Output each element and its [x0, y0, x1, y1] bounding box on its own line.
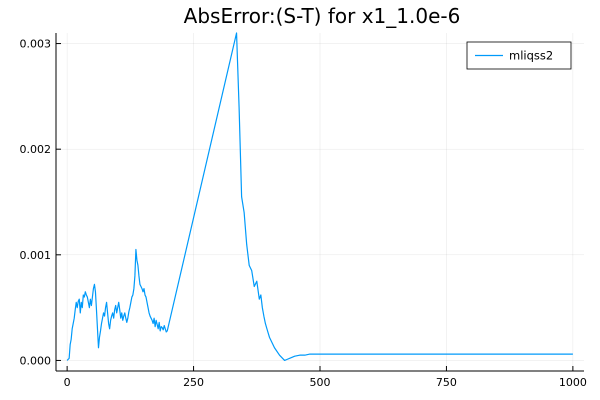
x-tick-label: 750 [436, 376, 457, 389]
y-tick-label: 0.002 [20, 143, 52, 156]
legend: mliqss2 [466, 41, 572, 70]
y-tick-label: 0.000 [20, 354, 52, 367]
x-tick-label: 500 [310, 376, 331, 389]
series-layer [66, 32, 573, 362]
x-tick-label: 0 [64, 376, 71, 389]
y-tick-label: 0.003 [20, 38, 52, 51]
y-tick-label: 0.001 [20, 249, 52, 262]
grid [56, 33, 584, 371]
axis-ticks: 0 250 500 750 1000 0.000 0.001 0.002 0.003 [20, 38, 587, 389]
series-line-mliqss2 [66, 32, 573, 362]
legend-label: mliqss2 [509, 49, 553, 63]
x-tick-label: 1000 [559, 376, 587, 389]
chart-title: AbsError:(S-T) for x1_1.0e-6 [184, 4, 461, 28]
x-tick-label: 250 [183, 376, 204, 389]
